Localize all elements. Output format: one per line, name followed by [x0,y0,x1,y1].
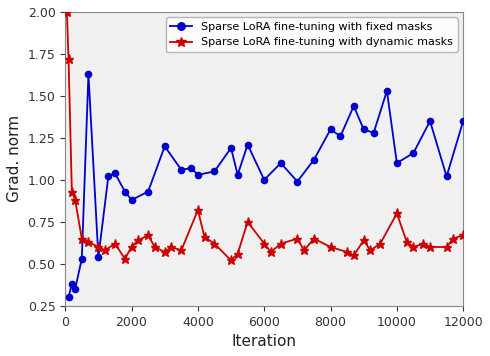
Sparse LoRA fine-tuning with fixed masks [228,146,234,150]
Sparse LoRA fine-tuning with fixed masks [69,282,75,286]
Sparse LoRA fine-tuning with fixed masks [311,158,317,162]
Sparse LoRA fine-tuning with fixed masks [145,189,151,194]
Sparse LoRA fine-tuning with fixed masks [122,189,128,194]
Sparse LoRA fine-tuning with dynamic masks [377,241,383,246]
Sparse LoRA fine-tuning with dynamic masks [178,248,184,252]
Sparse LoRA fine-tuning with fixed masks [112,171,118,175]
Sparse LoRA fine-tuning with dynamic masks [212,241,218,246]
Sparse LoRA fine-tuning with fixed masks [294,179,300,184]
Sparse LoRA fine-tuning with dynamic masks [427,245,433,249]
Sparse LoRA fine-tuning with dynamic masks [128,245,134,249]
Sparse LoRA fine-tuning with fixed masks [371,131,377,135]
Sparse LoRA fine-tuning with dynamic masks [294,236,300,241]
Sparse LoRA fine-tuning with dynamic masks [152,245,158,249]
Sparse LoRA fine-tuning with dynamic masks [195,208,201,212]
Sparse LoRA fine-tuning with fixed masks [245,142,250,147]
Sparse LoRA fine-tuning with dynamic masks [228,258,234,263]
Sparse LoRA fine-tuning with dynamic masks [450,236,456,241]
Sparse LoRA fine-tuning with dynamic masks [69,189,75,194]
Sparse LoRA fine-tuning with dynamic masks [368,248,373,252]
Sparse LoRA fine-tuning with dynamic masks [102,248,108,252]
Sparse LoRA fine-tuning with fixed masks [188,166,194,170]
Line: Sparse LoRA fine-tuning with dynamic masks: Sparse LoRA fine-tuning with dynamic mas… [62,7,467,265]
Sparse LoRA fine-tuning with dynamic masks [145,233,151,237]
Sparse LoRA fine-tuning with fixed masks [338,134,343,138]
Sparse LoRA fine-tuning with dynamic masks [79,236,85,241]
Sparse LoRA fine-tuning with dynamic masks [411,245,416,249]
Sparse LoRA fine-tuning with fixed masks [361,127,367,132]
Sparse LoRA fine-tuning with dynamic masks [261,241,267,246]
Sparse LoRA fine-tuning with dynamic masks [344,250,350,254]
Sparse LoRA fine-tuning with dynamic masks [201,235,207,239]
X-axis label: Iteration: Iteration [232,334,297,349]
Sparse LoRA fine-tuning with dynamic masks [72,198,78,202]
Sparse LoRA fine-tuning with fixed masks [66,295,72,299]
Sparse LoRA fine-tuning with dynamic masks [404,240,410,244]
Sparse LoRA fine-tuning with fixed masks [105,174,111,179]
Sparse LoRA fine-tuning with dynamic masks [235,252,241,256]
Sparse LoRA fine-tuning with fixed masks [261,178,267,182]
Sparse LoRA fine-tuning with dynamic masks [66,57,72,61]
Sparse LoRA fine-tuning with dynamic masks [420,241,426,246]
Sparse LoRA fine-tuning with dynamic masks [96,245,101,249]
Sparse LoRA fine-tuning with dynamic masks [245,220,250,224]
Sparse LoRA fine-tuning with dynamic masks [301,248,307,252]
Sparse LoRA fine-tuning with dynamic masks [394,211,400,216]
Sparse LoRA fine-tuning with fixed masks [212,169,218,174]
Sparse LoRA fine-tuning with dynamic masks [169,245,174,249]
Sparse LoRA fine-tuning with fixed masks [85,72,91,76]
Sparse LoRA fine-tuning with dynamic masks [443,245,449,249]
Sparse LoRA fine-tuning with dynamic masks [64,10,70,14]
Sparse LoRA fine-tuning with dynamic masks [122,257,128,261]
Sparse LoRA fine-tuning with dynamic masks [268,250,274,254]
Sparse LoRA fine-tuning with dynamic masks [162,250,168,254]
Sparse LoRA fine-tuning with dynamic masks [278,241,284,246]
Sparse LoRA fine-tuning with dynamic masks [351,253,357,257]
Sparse LoRA fine-tuning with fixed masks [460,119,466,123]
Sparse LoRA fine-tuning with dynamic masks [311,236,317,241]
Legend: Sparse LoRA fine-tuning with fixed masks, Sparse LoRA fine-tuning with dynamic m: Sparse LoRA fine-tuning with fixed masks… [166,17,458,52]
Sparse LoRA fine-tuning with dynamic masks [361,238,367,242]
Sparse LoRA fine-tuning with fixed masks [394,161,400,165]
Sparse LoRA fine-tuning with fixed masks [328,127,334,132]
Sparse LoRA fine-tuning with fixed masks [195,173,201,177]
Sparse LoRA fine-tuning with fixed masks [278,161,284,165]
Sparse LoRA fine-tuning with dynamic masks [85,240,91,244]
Sparse LoRA fine-tuning with fixed masks [72,287,78,291]
Sparse LoRA fine-tuning with fixed masks [79,257,85,261]
Sparse LoRA fine-tuning with dynamic masks [460,233,466,237]
Sparse LoRA fine-tuning with fixed masks [178,168,184,172]
Sparse LoRA fine-tuning with fixed masks [96,255,101,259]
Sparse LoRA fine-tuning with fixed masks [351,104,357,108]
Sparse LoRA fine-tuning with dynamic masks [328,245,334,249]
Line: Sparse LoRA fine-tuning with fixed masks: Sparse LoRA fine-tuning with fixed masks [65,71,466,300]
Sparse LoRA fine-tuning with fixed masks [411,151,416,155]
Sparse LoRA fine-tuning with fixed masks [128,198,134,202]
Sparse LoRA fine-tuning with fixed masks [427,119,433,123]
Sparse LoRA fine-tuning with fixed masks [384,89,390,93]
Sparse LoRA fine-tuning with dynamic masks [135,238,141,242]
Sparse LoRA fine-tuning with dynamic masks [112,241,118,246]
Sparse LoRA fine-tuning with fixed masks [443,174,449,179]
Y-axis label: Grad. norm: Grad. norm [7,115,22,203]
Sparse LoRA fine-tuning with fixed masks [235,173,241,177]
Sparse LoRA fine-tuning with fixed masks [162,144,168,148]
